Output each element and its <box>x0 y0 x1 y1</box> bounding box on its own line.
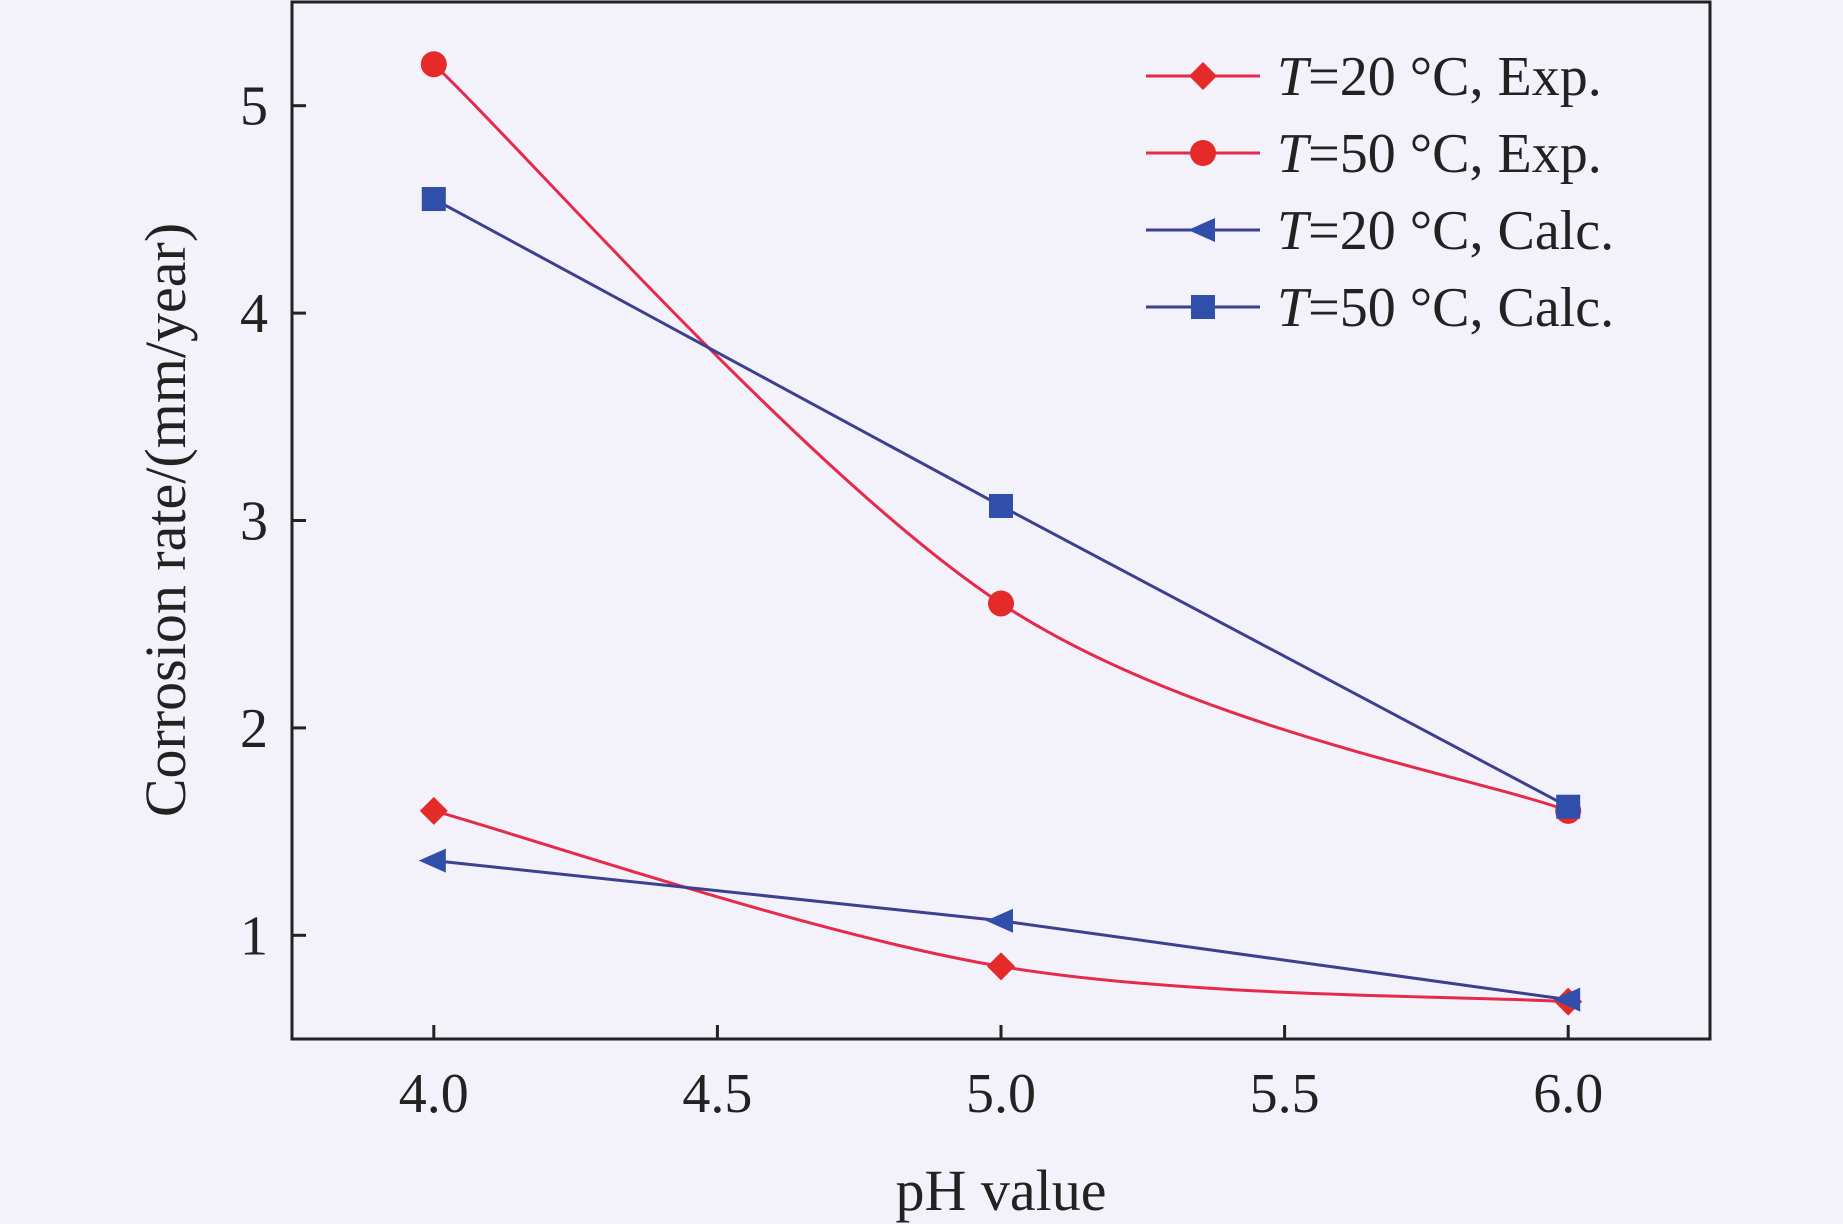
data-point <box>418 848 446 873</box>
legend-label-text: =20 °C, Calc. <box>1308 200 1614 262</box>
data-point <box>987 952 1015 981</box>
y-tick-label: 5 <box>240 76 268 138</box>
legend-item: T=20 °C, Calc. <box>1146 200 1614 262</box>
legend-label: T=20 °C, Calc. <box>1277 200 1614 262</box>
legend-label-variable: T <box>1277 277 1312 339</box>
legend-label-variable: T <box>1277 123 1312 185</box>
data-point <box>986 908 1013 933</box>
x-tick-label: 4.5 <box>682 1063 752 1125</box>
data-point <box>419 796 448 825</box>
legend-item: T=50 °C, Exp. <box>1146 123 1602 185</box>
data-point <box>1553 987 1581 1012</box>
legend-label: T=20 °C, Exp. <box>1277 46 1602 108</box>
legend-item: T=50 °C, Calc. <box>1146 277 1614 339</box>
x-tick-label: 5.5 <box>1250 1063 1320 1125</box>
data-point <box>989 493 1013 518</box>
y-axis: 1 2 3 4 5 <box>240 76 306 967</box>
legend-item: T=20 °C, Exp. <box>1146 46 1602 108</box>
series-line <box>432 63 1569 813</box>
legend-label-text: =50 °C, Calc. <box>1308 277 1614 339</box>
legend-marker <box>1189 62 1217 90</box>
x-axis: 4.0 4.5 5.0 5.5 6.0 <box>399 1025 1603 1125</box>
y-tick-label: 3 <box>240 491 268 553</box>
legend-label: T=50 °C, Exp. <box>1277 123 1602 185</box>
y-axis-label: Corrosion rate/(mm/year) <box>133 223 198 817</box>
data-point <box>1556 794 1581 819</box>
x-tick-label: 5.0 <box>966 1063 1036 1125</box>
series-layer <box>418 51 1583 1016</box>
legend-label-variable: T <box>1277 200 1312 262</box>
legend-label-variable: T <box>1277 46 1312 108</box>
y-tick-label: 1 <box>240 905 268 967</box>
series-3 <box>421 187 1581 819</box>
data-point <box>421 187 446 212</box>
x-tick-label: 6.0 <box>1533 1063 1603 1125</box>
legend-label: T=50 °C, Calc. <box>1277 277 1614 339</box>
legend-marker <box>1190 140 1216 166</box>
legend-marker <box>1188 218 1215 242</box>
legend: T=20 °C, Exp.T=50 °C, Exp.T=20 °C, Calc.… <box>1146 46 1614 339</box>
series-0 <box>419 796 1583 1016</box>
data-point <box>420 51 447 78</box>
y-tick-label: 2 <box>240 698 268 760</box>
series-2 <box>418 848 1581 1012</box>
legend-label-text: =20 °C, Exp. <box>1308 46 1602 108</box>
x-axis-label: pH value <box>896 1158 1107 1223</box>
y-tick-label: 4 <box>240 283 268 345</box>
x-tick-label: 4.0 <box>399 1063 469 1125</box>
data-point <box>988 590 1014 617</box>
legend-marker <box>1191 295 1215 319</box>
legend-label-text: =50 °C, Exp. <box>1308 123 1602 185</box>
